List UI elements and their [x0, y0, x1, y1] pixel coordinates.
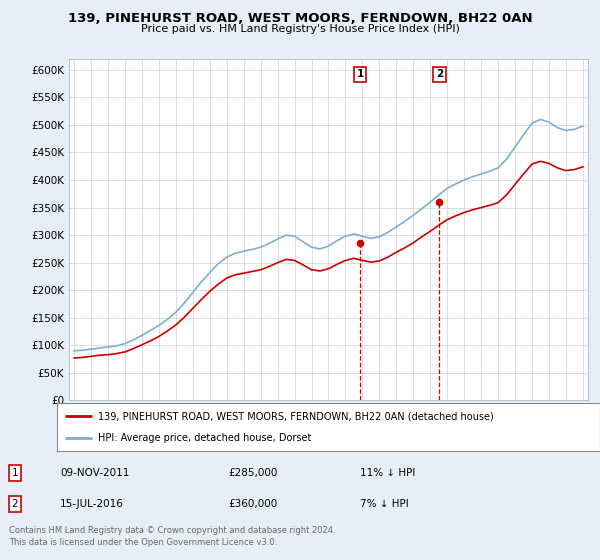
Text: 1: 1 [356, 69, 364, 79]
Text: 139, PINEHURST ROAD, WEST MOORS, FERNDOWN, BH22 0AN: 139, PINEHURST ROAD, WEST MOORS, FERNDOW… [68, 12, 532, 25]
Text: HPI: Average price, detached house, Dorset: HPI: Average price, detached house, Dors… [98, 433, 311, 443]
Text: 1: 1 [11, 468, 19, 478]
Text: 11% ↓ HPI: 11% ↓ HPI [360, 468, 415, 478]
Text: Price paid vs. HM Land Registry's House Price Index (HPI): Price paid vs. HM Land Registry's House … [140, 24, 460, 34]
Text: 139, PINEHURST ROAD, WEST MOORS, FERNDOWN, BH22 0AN (detached house): 139, PINEHURST ROAD, WEST MOORS, FERNDOW… [98, 411, 493, 421]
Text: Contains HM Land Registry data © Crown copyright and database right 2024.
This d: Contains HM Land Registry data © Crown c… [9, 526, 335, 547]
Text: 15-JUL-2016: 15-JUL-2016 [60, 499, 124, 509]
Text: 09-NOV-2011: 09-NOV-2011 [60, 468, 130, 478]
Text: 7% ↓ HPI: 7% ↓ HPI [360, 499, 409, 509]
Text: £360,000: £360,000 [228, 499, 277, 509]
Text: £285,000: £285,000 [228, 468, 277, 478]
Text: 2: 2 [436, 69, 443, 79]
Text: 2: 2 [11, 499, 19, 509]
